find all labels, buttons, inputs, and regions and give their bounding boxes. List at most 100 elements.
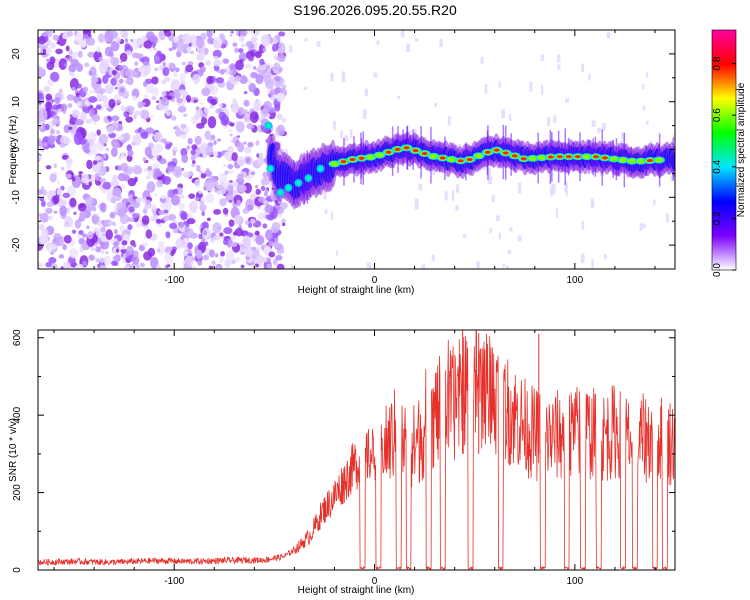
noise-speckle (45, 207, 53, 214)
noise-speckle (143, 40, 153, 49)
noise-speckle (132, 243, 137, 248)
noise-speckle (274, 76, 281, 82)
noise-speckle (249, 111, 259, 123)
noise-speckle (194, 178, 201, 188)
noise-speckle (272, 43, 279, 52)
y-tick-label: -20 (11, 237, 22, 252)
noise-speckle (130, 218, 135, 222)
noise-speckle (218, 181, 228, 195)
noise-speckle (205, 145, 214, 157)
noise-speckle (58, 88, 63, 94)
noise-speckle (621, 132, 626, 142)
noise-speckle (462, 234, 467, 238)
noise-speckle (653, 199, 656, 205)
noise-speckle (216, 266, 221, 269)
noise-speckle (556, 54, 561, 63)
spectrogram-noise (38, 30, 675, 269)
noise-speckle (340, 130, 343, 139)
noise-speckle (250, 71, 258, 79)
noise-speckle (187, 137, 193, 145)
noise-speckle (58, 254, 65, 259)
noise-speckle (170, 30, 174, 34)
noise-speckle (431, 165, 436, 175)
track-core-red (349, 157, 356, 162)
noise-speckle (110, 77, 118, 86)
noise-speckle (455, 204, 459, 211)
noise-speckle (151, 203, 157, 210)
noise-speckle (206, 76, 214, 85)
noise-speckle (252, 190, 257, 193)
noise-speckle (52, 34, 60, 41)
noise-speckle (85, 118, 93, 124)
noise-speckle (81, 233, 88, 238)
noise-speckle (244, 206, 248, 210)
noise-speckle (162, 67, 170, 77)
noise-speckle (146, 181, 156, 193)
noise-speckle (212, 36, 223, 49)
y-tick-label: 600 (12, 329, 23, 346)
noise-speckle (38, 141, 43, 147)
noise-speckle (205, 193, 215, 204)
noise-speckle (244, 146, 252, 154)
noise-speckle (642, 224, 646, 229)
snr-line (38, 330, 675, 570)
noise-speckle (234, 182, 239, 187)
noise-speckle (96, 129, 101, 136)
noise-speckle (227, 184, 234, 194)
noise-speckle (120, 105, 126, 112)
noise-speckle (153, 47, 157, 51)
noise-speckle (154, 67, 159, 71)
noise-speckle (133, 165, 143, 175)
noise-speckle (149, 115, 155, 119)
noise-speckle (53, 210, 58, 214)
noise-speckle (56, 41, 60, 45)
noise-speckle (243, 91, 248, 95)
noise-speckle (142, 209, 147, 213)
track-streak (302, 163, 304, 195)
noise-speckle (74, 31, 83, 44)
noise-speckle (209, 136, 213, 142)
track-core-red (403, 146, 410, 150)
noise-speckle (156, 50, 162, 56)
noise-speckle (117, 172, 127, 182)
noise-speckle (112, 174, 118, 181)
noise-speckle (45, 31, 50, 35)
noise-speckle (281, 84, 287, 89)
noise-speckle (178, 221, 185, 229)
track-core-red (646, 158, 653, 163)
noise-speckle (38, 262, 44, 269)
noise-speckle (132, 213, 139, 219)
noise-speckle (92, 160, 98, 165)
track-blob (266, 123, 271, 128)
noise-speckle (273, 242, 283, 250)
noise-speckle (256, 101, 262, 105)
track-core-red (394, 147, 401, 151)
noise-speckle (156, 248, 161, 253)
noise-speckle (265, 65, 271, 71)
noise-speckle (243, 113, 252, 124)
colorbar-tick-label: 0.6 (712, 108, 723, 122)
noise-speckle (196, 165, 201, 172)
noise-speckle (175, 237, 184, 250)
track-core-red (574, 155, 581, 159)
noise-speckle (186, 218, 196, 225)
noise-speckle (183, 113, 188, 118)
noise-speckle (94, 155, 102, 161)
track-streak (303, 152, 305, 205)
colorbar-gradient (712, 30, 736, 270)
noise-speckle (56, 130, 61, 135)
noise-speckle (421, 264, 426, 269)
noise-speckle (110, 56, 120, 67)
noise-speckle (488, 167, 491, 176)
noise-speckle (55, 237, 64, 247)
noise-speckle (170, 79, 180, 92)
noise-speckle (517, 182, 522, 194)
noise-speckle (236, 135, 241, 138)
noise-speckle (291, 264, 294, 269)
track-blob (268, 166, 273, 171)
noise-speckle (231, 152, 238, 162)
noise-speckle (204, 130, 212, 140)
noise-speckle (408, 130, 412, 137)
noise-speckle (176, 40, 185, 53)
noise-speckle (52, 104, 60, 110)
